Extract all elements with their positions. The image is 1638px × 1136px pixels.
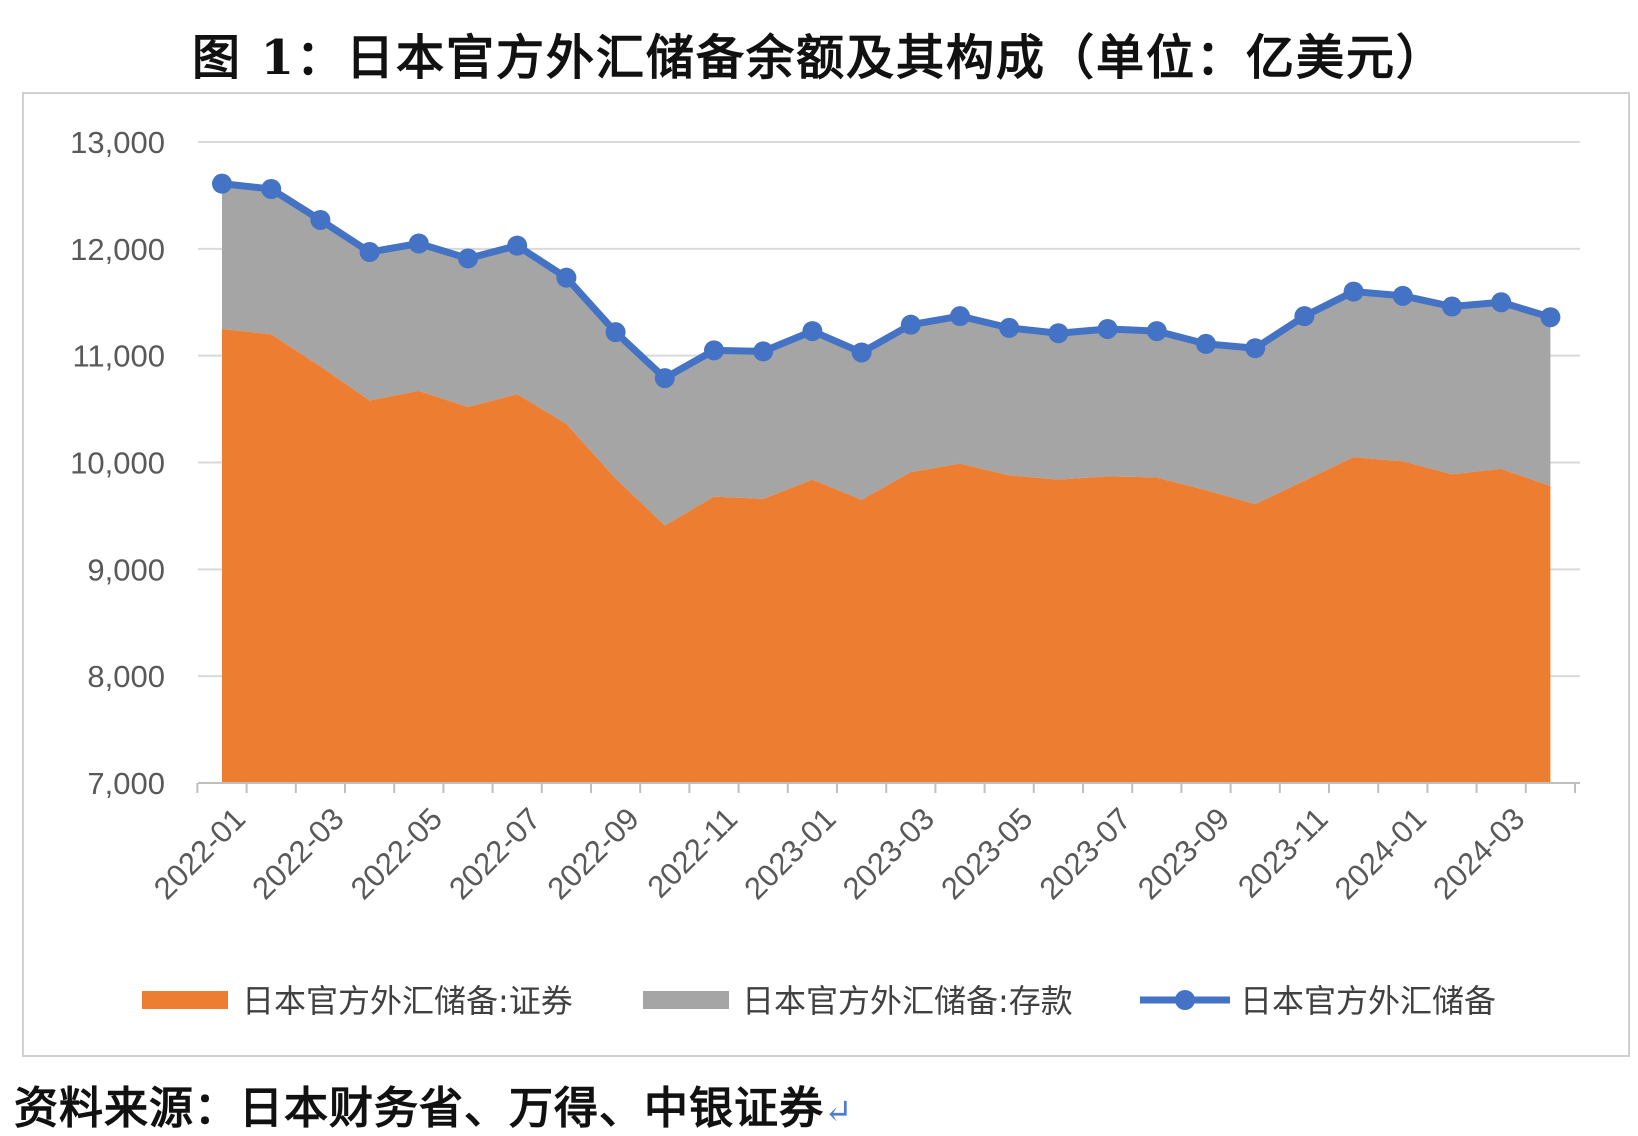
x-tick-label: 2022-07 [442, 801, 547, 906]
x-tick-label: 2024-01 [1328, 801, 1433, 906]
x-tick-label: 2023-11 [1231, 801, 1335, 905]
total-point [1196, 333, 1216, 354]
y-tick-label: 9,000 [87, 552, 165, 587]
total-point [605, 322, 626, 343]
total-point [1097, 318, 1118, 339]
total-point [851, 342, 872, 363]
total-point [1540, 307, 1561, 328]
y-tick-label: 7,000 [87, 766, 165, 801]
y-tick-label: 10,000 [70, 446, 165, 481]
securities-area [222, 328, 1551, 783]
total-point [1392, 285, 1413, 306]
source-note: 资料来源：日本财务省、万得、中银证券↵ [14, 1072, 854, 1136]
x-tick-label: 2023-09 [1131, 801, 1236, 906]
total-point [1146, 321, 1167, 342]
x-tick-label: 2023-07 [1033, 801, 1138, 906]
x-tick-label: 2024-03 [1426, 801, 1531, 906]
legend-label: 日本官方外汇储备:证券 [242, 982, 573, 1020]
total-point [1442, 296, 1462, 317]
legend-swatch [142, 991, 228, 1009]
total-point [1294, 306, 1315, 327]
y-axis: 13,000 12,000 11,000 10,000 9,000 8,000 7,000 [70, 125, 165, 801]
legend: 日本官方外汇储备:证券 日本官方外汇储备:存款 日本官方外汇储备 [142, 982, 1496, 1020]
total-point [704, 340, 724, 361]
total-point [556, 267, 577, 288]
total-point [1245, 338, 1266, 359]
total-point [654, 368, 675, 389]
total-point [753, 341, 774, 362]
total-point [212, 173, 232, 194]
total-point [310, 209, 331, 230]
legend-label: 日本官方外汇储备:存款 [742, 982, 1073, 1020]
chart-title: 图 1：日本官方外汇储备余额及其构成（单位：亿美元） [191, 30, 1447, 86]
y-tick-label: 11,000 [72, 339, 165, 374]
legend-swatch-marker [1175, 990, 1195, 1010]
total-point [1048, 323, 1069, 344]
x-tick-label: 2022-03 [245, 801, 350, 906]
total-point [802, 321, 823, 342]
x-axis: 2022-012022-032022-052022-072022-092022-… [147, 782, 1580, 906]
source-text: 资料来源：日本财务省、万得、中银证券 [14, 1083, 824, 1134]
total-point [950, 306, 970, 327]
y-tick-label: 8,000 [87, 659, 165, 694]
y-tick-label: 12,000 [70, 232, 165, 267]
total-point [359, 242, 380, 263]
total-line-series [212, 173, 1561, 389]
total-point [507, 235, 528, 256]
x-tick-label: 2022-09 [541, 801, 646, 906]
x-tick-label: 2023-03 [836, 801, 941, 906]
x-tick-label: 2023-05 [934, 801, 1039, 906]
deposits-area [222, 183, 1551, 526]
x-tick-label: 2022-01 [147, 801, 252, 906]
total-point [1343, 281, 1364, 302]
x-tick-label: 2022-11 [641, 801, 745, 905]
x-tick-label: 2022-05 [344, 801, 449, 906]
total-point [900, 314, 921, 335]
total-point [261, 179, 282, 200]
x-tick-label: 2023-01 [737, 801, 842, 906]
total-point [458, 248, 478, 269]
chart-frame [22, 92, 1630, 1057]
total-point [999, 317, 1020, 338]
total-line [221, 180, 1552, 382]
chart-areas [222, 183, 1551, 783]
legend-label: 日本官方外汇储备 [1240, 982, 1496, 1020]
return-mark: ↵ [824, 1092, 854, 1132]
total-point [408, 233, 429, 254]
total-point [1491, 292, 1512, 313]
legend-swatch [643, 991, 729, 1009]
y-tick-label: 13,000 [70, 125, 165, 160]
